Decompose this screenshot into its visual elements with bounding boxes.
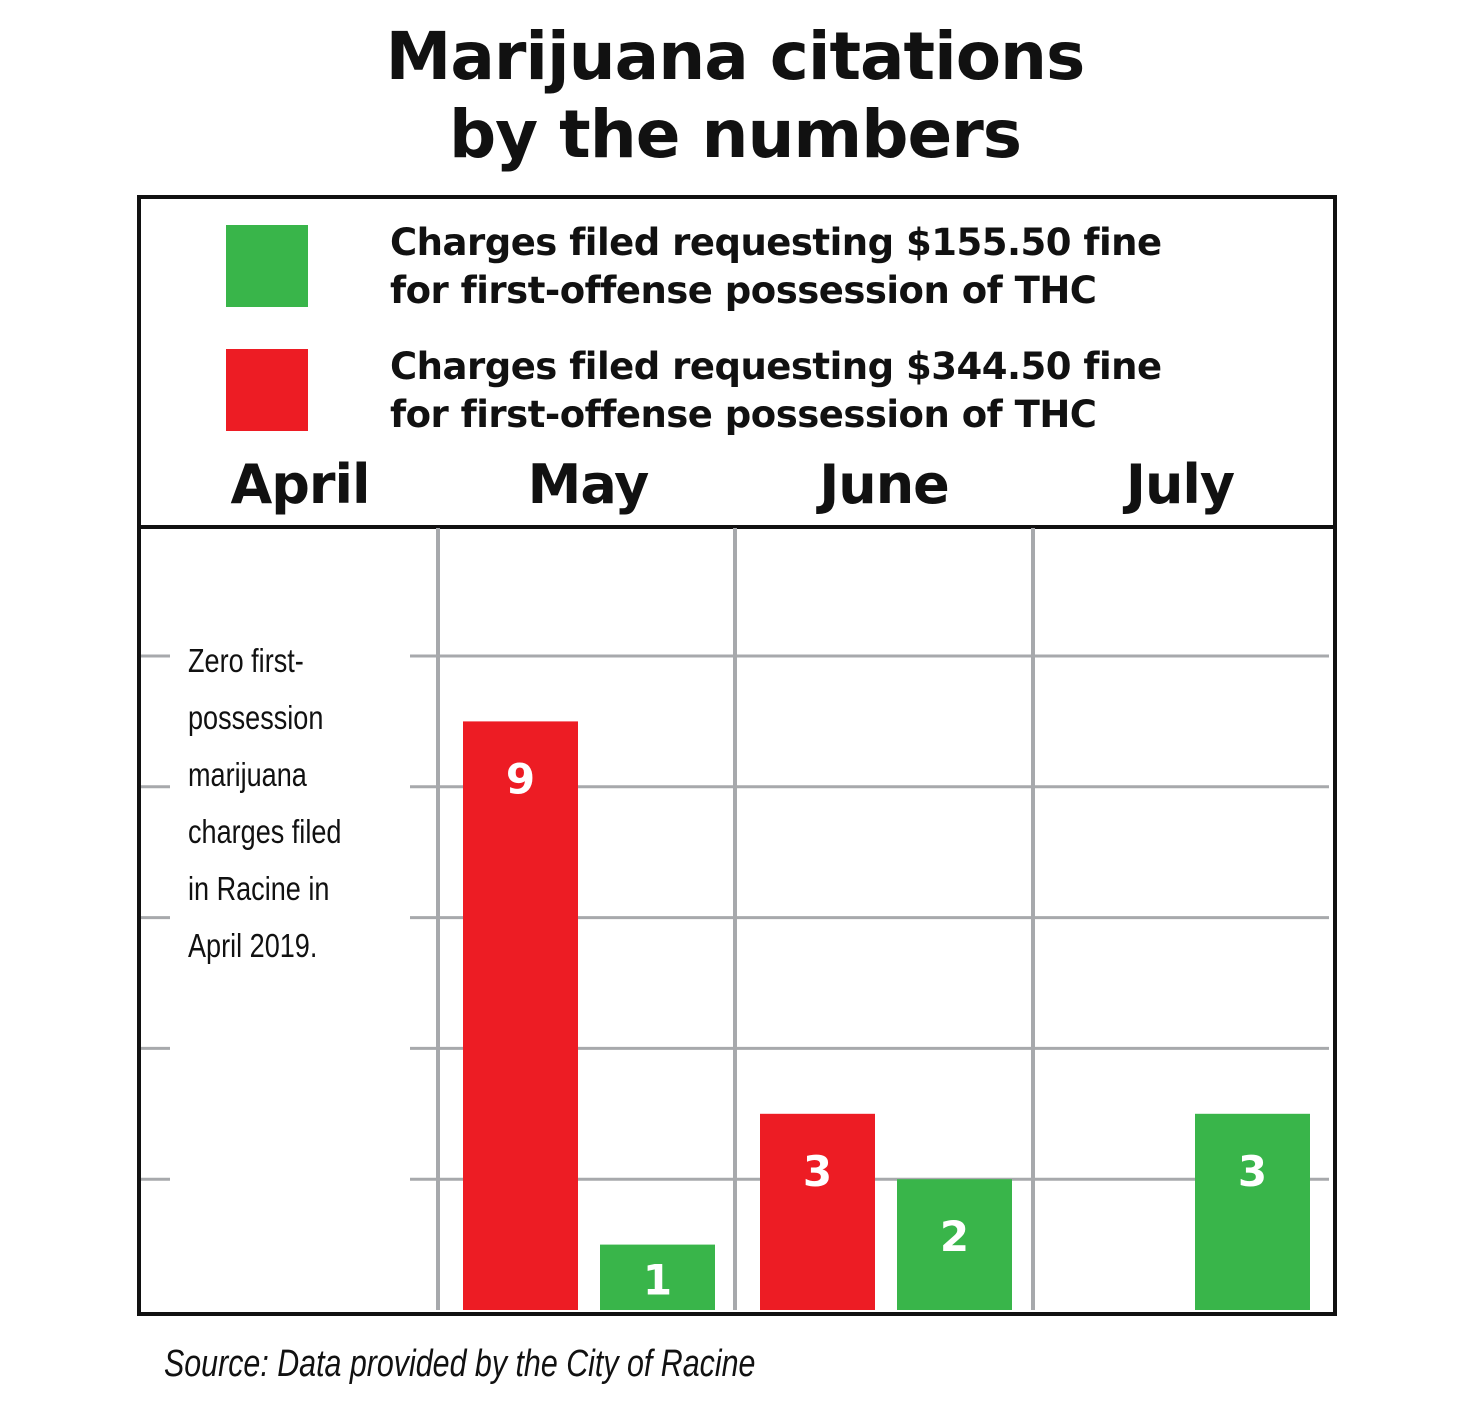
chart-frame: Charges filed requesting $155.50 fine fo… bbox=[137, 195, 1337, 1316]
data-label-june-red: 3 bbox=[803, 1147, 832, 1196]
source-note: Source: Data provided by the City of Rac… bbox=[164, 1343, 756, 1385]
legend-label-red: Charges filed requesting $344.50 fine fo… bbox=[390, 345, 1162, 436]
month-label-july: July bbox=[1125, 453, 1235, 516]
month-label-april: April bbox=[230, 453, 370, 516]
data-label-june-green: 2 bbox=[940, 1212, 969, 1261]
month-label-may: May bbox=[527, 453, 650, 516]
bar-june-red bbox=[760, 1113, 875, 1310]
data-label-may-red: 9 bbox=[506, 754, 535, 803]
bar-may-green bbox=[600, 1244, 715, 1310]
bar-june-green bbox=[897, 1179, 1012, 1310]
month-label-june: June bbox=[819, 453, 950, 516]
legend-swatch-green bbox=[226, 225, 308, 307]
chart-title: Marijuana citations by the numbers bbox=[385, 18, 1086, 173]
legend-label-green: Charges filed requesting $155.50 fine fo… bbox=[390, 221, 1162, 312]
data-label-july-green: 3 bbox=[1238, 1147, 1267, 1196]
legend-swatch-red bbox=[226, 349, 308, 431]
data-label-may-green: 1 bbox=[643, 1256, 672, 1305]
bar-july-green bbox=[1195, 1113, 1310, 1310]
april-annotation: Zero first-possession marijuana charges … bbox=[188, 642, 342, 964]
bar-may-red bbox=[463, 721, 578, 1310]
header-divider bbox=[141, 525, 1333, 529]
